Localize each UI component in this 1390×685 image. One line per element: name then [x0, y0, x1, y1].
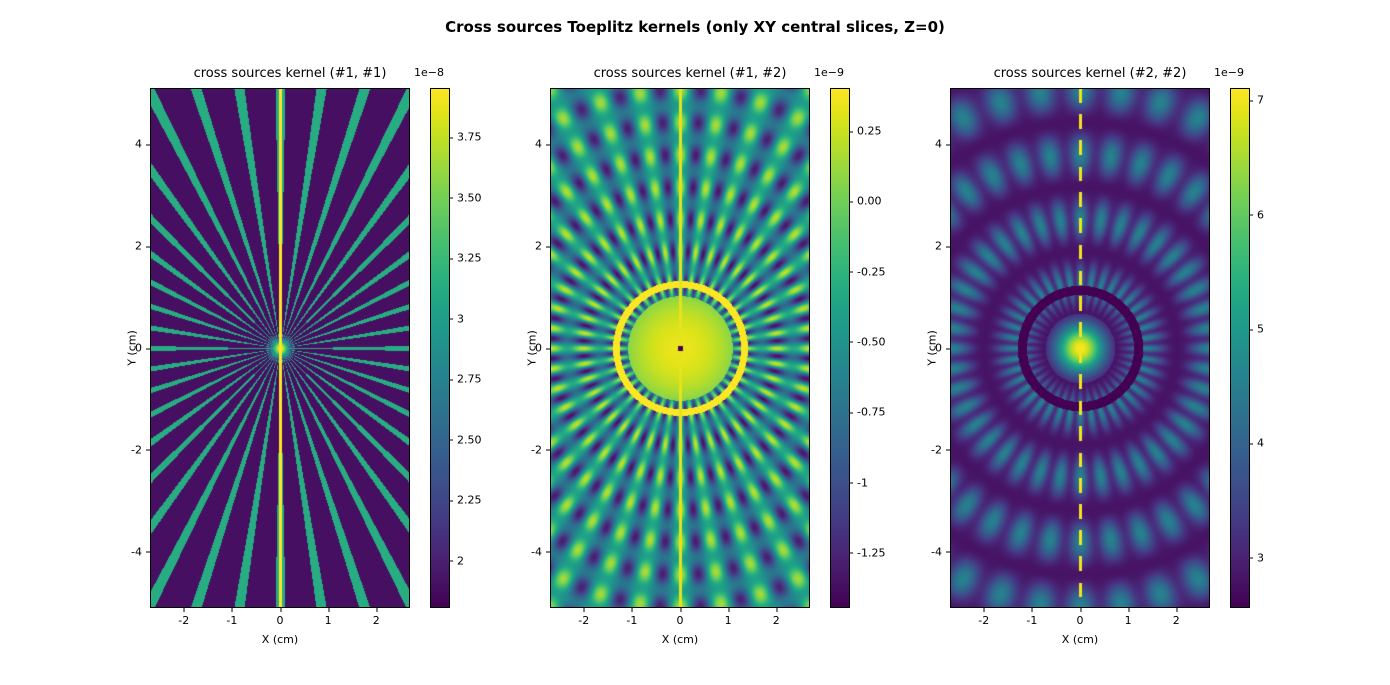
panel-1-colorbar: 22.252.502.7533.253.503.75	[430, 88, 450, 608]
xtick-label: 0	[277, 608, 284, 627]
ytick-label: 4	[135, 138, 150, 151]
ytick-label: -2	[931, 443, 950, 456]
xtick-label: 2	[373, 608, 380, 627]
panel-3-xlabel: X (cm)	[1062, 633, 1098, 646]
panel-2: cross sources kernel (#1, #2) 1e−9 Y (cm…	[510, 70, 910, 630]
ytick-label: -4	[531, 545, 550, 558]
colorbar-tick-label: 3	[449, 312, 464, 325]
panel-2-cbar-scale: 1e−9	[814, 66, 844, 79]
panel-1: cross sources kernel (#1, #1) 1e−8 Y (cm…	[110, 70, 510, 630]
colorbar-tick-label: 2.50	[449, 433, 482, 446]
panel-1-cbar-scale: 1e−8	[414, 66, 444, 79]
panel-1-heatmap: Y (cm) X (cm) -4-2024-2-1012	[150, 88, 410, 608]
panel-2-xlabel: X (cm)	[662, 633, 698, 646]
xtick-label: 1	[1125, 608, 1132, 627]
colorbar-tick-label: 4	[1249, 437, 1264, 450]
panel-3-heatmap: Y (cm) X (cm) -4-2024-2-1012	[950, 88, 1210, 608]
ytick-label: 0	[135, 342, 150, 355]
colorbar-tick-label: 0.25	[849, 125, 882, 138]
colorbar-tick-label: 3.50	[449, 191, 482, 204]
panel-3-title: cross sources kernel (#2, #2)	[950, 66, 1230, 81]
colorbar-tick-label: 7	[1249, 94, 1264, 107]
panel-3: cross sources kernel (#2, #2) 1e−9 Y (cm…	[910, 70, 1310, 630]
colorbar-tick-label: 0.00	[849, 195, 882, 208]
xtick-label: -1	[626, 608, 637, 627]
ytick-label: 2	[135, 240, 150, 253]
panel-2-colorbar: -1.25-1-0.75-0.50-0.250.000.25	[830, 88, 850, 608]
xtick-label: -1	[226, 608, 237, 627]
figure-suptitle: Cross sources Toeplitz kernels (only XY …	[0, 18, 1390, 36]
colorbar-tick-label: -1	[849, 476, 868, 489]
ytick-label: 4	[535, 138, 550, 151]
colorbar-tick-label: 6	[1249, 208, 1264, 221]
colorbar-tick-label: 2	[449, 554, 464, 567]
colorbar-tick-label: -0.75	[849, 406, 885, 419]
panel-2-heatmap: Y (cm) X (cm) -4-2024-2-1012	[550, 88, 810, 608]
colorbar-tick-label: 3.75	[449, 131, 482, 144]
colorbar-tick-label: 2.25	[449, 494, 482, 507]
ytick-label: 0	[935, 342, 950, 355]
ytick-label: 2	[535, 240, 550, 253]
colorbar-tick-label: 3	[1249, 551, 1264, 564]
xtick-label: 1	[325, 608, 332, 627]
colorbar-tick-label: 3.25	[449, 252, 482, 265]
colorbar-tick-label: 5	[1249, 323, 1264, 336]
ytick-label: 0	[535, 342, 550, 355]
xtick-label: -2	[978, 608, 989, 627]
xtick-label: 2	[773, 608, 780, 627]
xtick-label: 2	[1173, 608, 1180, 627]
ytick-label: -4	[931, 545, 950, 558]
ytick-label: 4	[935, 138, 950, 151]
ytick-label: -2	[531, 443, 550, 456]
figure: Cross sources Toeplitz kernels (only XY …	[0, 0, 1390, 685]
colorbar-tick-label: -0.50	[849, 335, 885, 348]
panel-1-title: cross sources kernel (#1, #1)	[150, 66, 430, 81]
colorbar-tick-label: 2.75	[449, 373, 482, 386]
ytick-label: -4	[131, 545, 150, 558]
xtick-label: 0	[1077, 608, 1084, 627]
panel-1-xlabel: X (cm)	[262, 633, 298, 646]
panels-row: cross sources kernel (#1, #1) 1e−8 Y (cm…	[110, 70, 1310, 630]
panel-3-cbar-scale: 1e−9	[1214, 66, 1244, 79]
xtick-label: -1	[1026, 608, 1037, 627]
xtick-label: 0	[677, 608, 684, 627]
colorbar-tick-label: -0.25	[849, 265, 885, 278]
xtick-label: -2	[578, 608, 589, 627]
xtick-label: -2	[178, 608, 189, 627]
ytick-label: -2	[131, 443, 150, 456]
panel-2-title: cross sources kernel (#1, #2)	[550, 66, 830, 81]
panel-3-colorbar: 34567	[1230, 88, 1250, 608]
ytick-label: 2	[935, 240, 950, 253]
colorbar-tick-label: -1.25	[849, 546, 885, 559]
xtick-label: 1	[725, 608, 732, 627]
